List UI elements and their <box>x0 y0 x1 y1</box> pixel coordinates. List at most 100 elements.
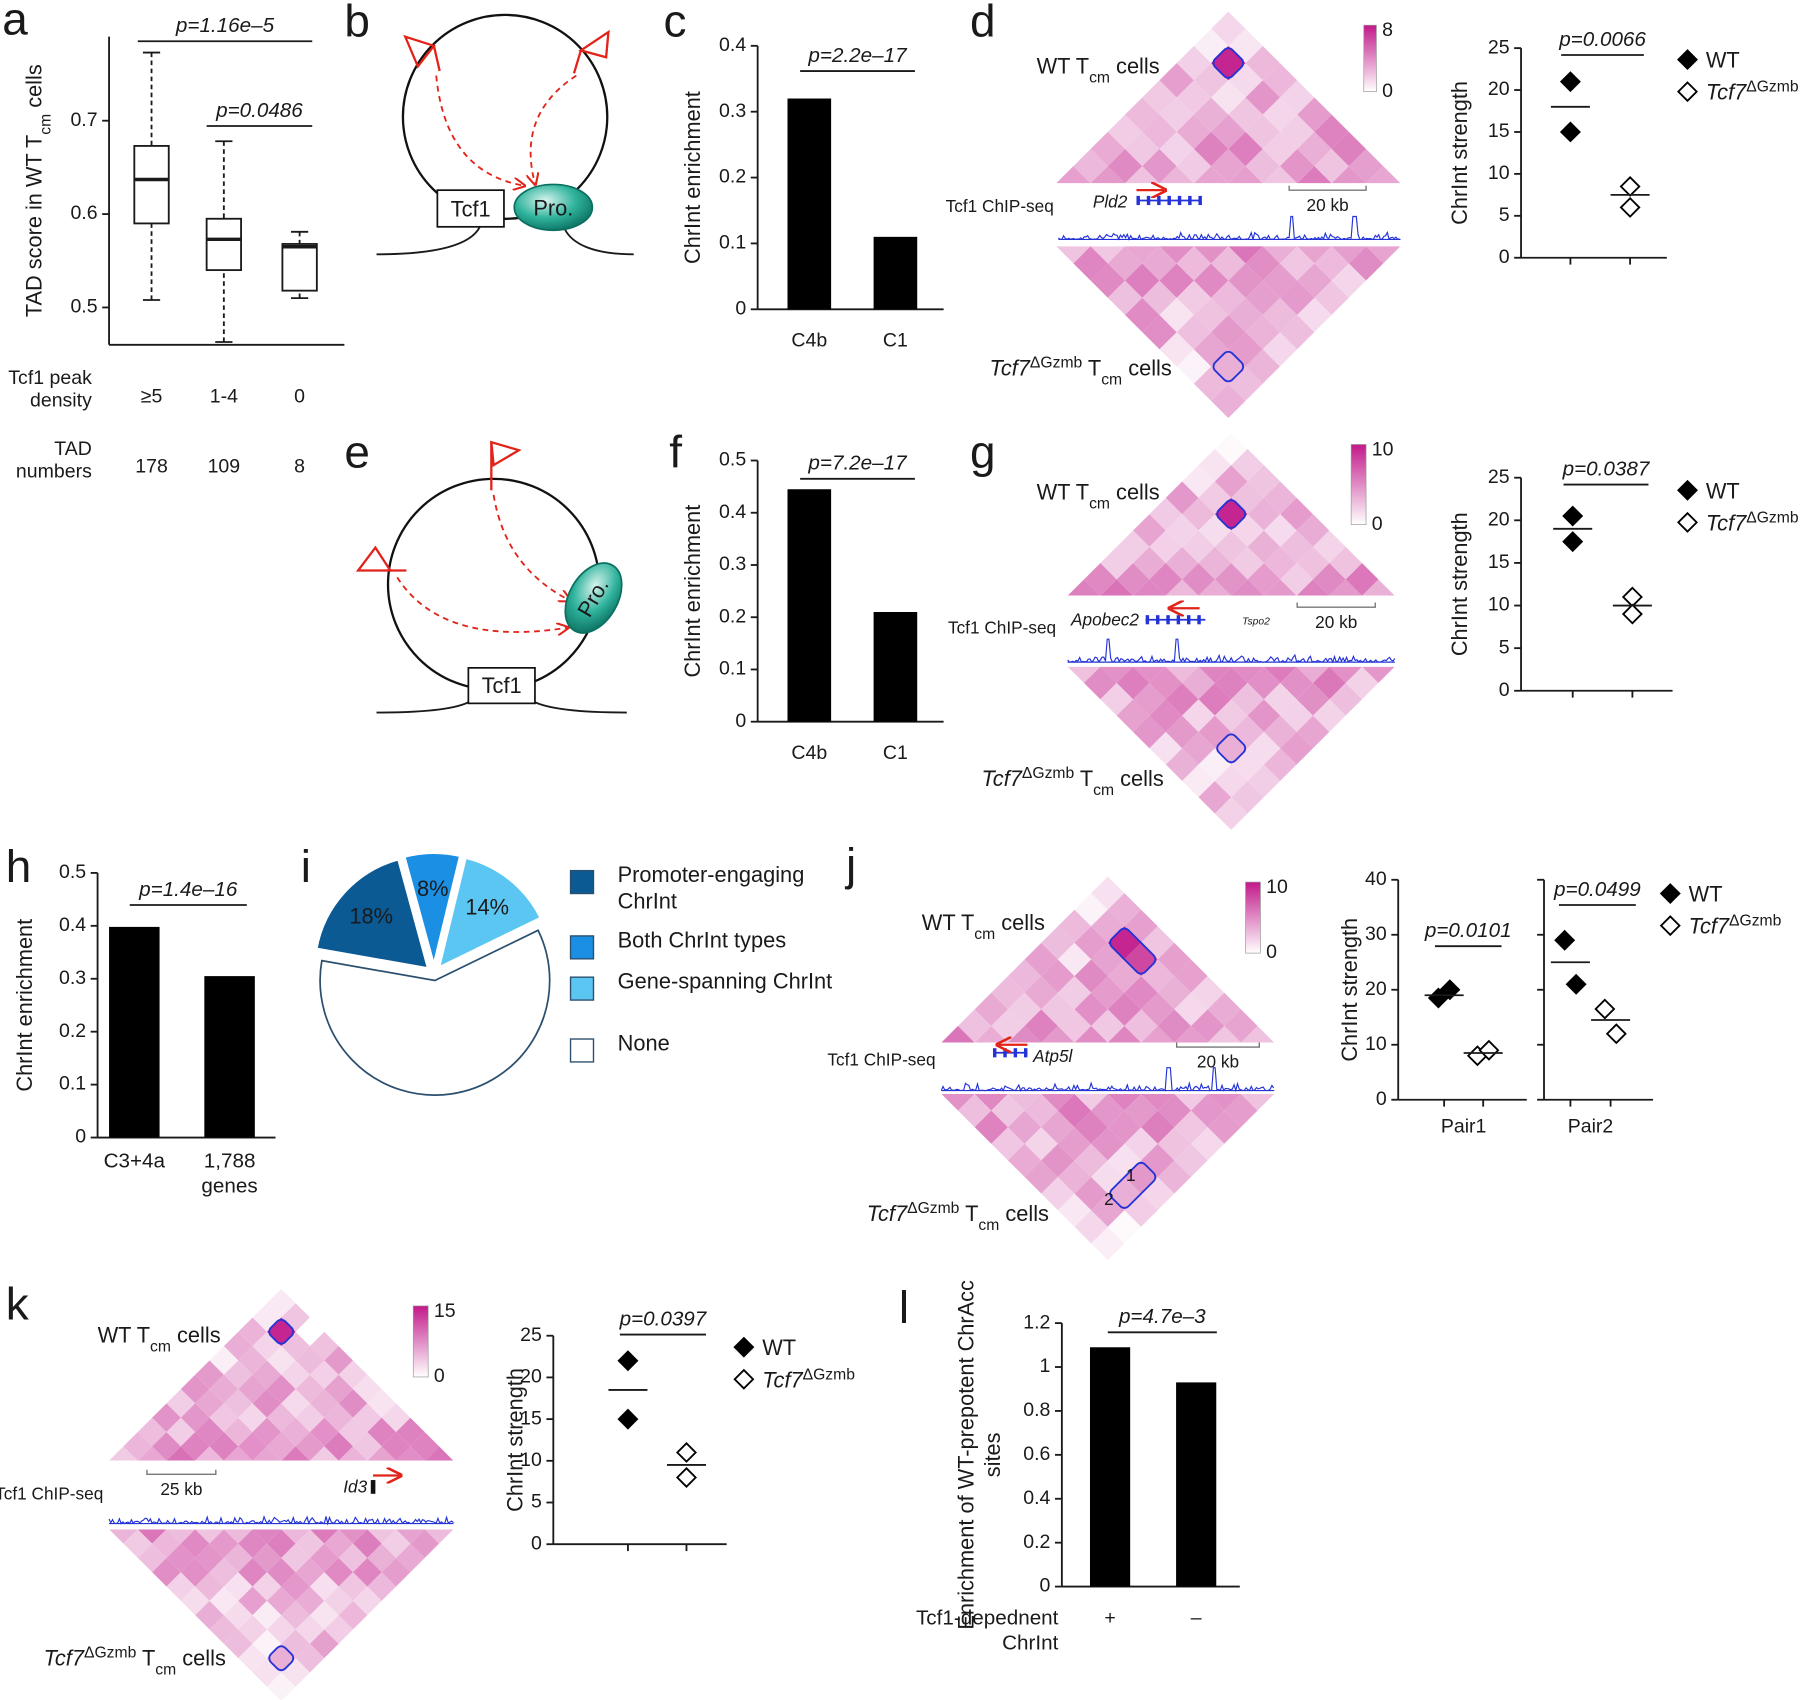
y-tick-label: 0.5 <box>59 861 86 883</box>
box <box>205 217 242 272</box>
row-label: Tcf1-depednent ChrInt <box>915 1606 1059 1654</box>
map-label-part: cm <box>978 1217 999 1234</box>
y-tick-label: 10 <box>1365 1033 1387 1055</box>
data-point <box>1621 586 1643 608</box>
legend-swatch <box>569 935 595 960</box>
contact-cell <box>991 1127 1025 1161</box>
y-tick-label: 0.5 <box>70 296 97 318</box>
y-tick-label: 10 <box>1488 594 1510 616</box>
highlight-box <box>1109 927 1157 975</box>
x-tick-label: C4b <box>791 330 827 352</box>
map-label-part: T <box>1074 766 1093 791</box>
box-label: Tcf1 <box>451 197 491 222</box>
box <box>281 243 318 292</box>
contact-cell <box>1107 280 1143 316</box>
bar <box>1176 1382 1217 1587</box>
y-tick-label: 20 <box>1488 508 1510 530</box>
chip-track <box>1067 638 1396 664</box>
legend-label-part: ΔGzmb <box>1729 912 1782 929</box>
legend-label-frame: Promoter-engaging ChrInt <box>618 864 805 914</box>
contact-cell <box>1280 530 1313 564</box>
y-axis-label: ChrInt strength <box>502 1368 527 1512</box>
box <box>133 144 170 225</box>
contact-cell <box>1262 63 1298 98</box>
tcf1-box <box>436 189 505 228</box>
exon <box>1003 1048 1007 1058</box>
contact-cell <box>1174 1110 1208 1144</box>
x-tick-label: C3+4a <box>103 1148 166 1172</box>
contact-cell <box>1007 1143 1042 1178</box>
contact-map <box>941 876 1275 1043</box>
colorbar-min: 0 <box>1266 941 1277 963</box>
data-point <box>1619 196 1641 218</box>
y-tick-label: 0 <box>1040 1575 1051 1597</box>
legend-label-part: WT <box>1706 48 1740 73</box>
y-tick-label: 0.2 <box>1023 1531 1050 1553</box>
diagram-b: b Tcf1 Pro. <box>344 0 634 256</box>
y-tick-label: 15 <box>520 1407 542 1429</box>
y-axis-label: TAD score in WT Tcm cells <box>21 64 54 317</box>
contact-cell <box>1157 1127 1192 1161</box>
exon <box>1013 1048 1018 1058</box>
map-label-part: cells <box>1114 766 1164 791</box>
y-tick-label: 0.2 <box>719 605 746 627</box>
box-label: Tcf1 <box>482 673 522 698</box>
contact-cell <box>1091 876 1125 910</box>
gene-label: Id3 <box>343 1477 367 1497</box>
contact-cell <box>1214 797 1248 830</box>
track-label: Tcf1 ChIP-seq <box>947 618 1057 639</box>
colorbar-max: 10 <box>1372 438 1394 460</box>
contact-cell <box>123 1529 153 1558</box>
exon <box>1166 615 1170 625</box>
contact-cell <box>1214 563 1248 596</box>
exon <box>1023 1048 1028 1058</box>
highlight-box <box>268 1318 295 1345</box>
x-tick-label: C1 <box>883 742 908 764</box>
y-tick-label: 0.4 <box>1023 1487 1050 1509</box>
contact-cell <box>1312 563 1346 596</box>
chromatin <box>376 700 472 714</box>
map-label: Tcf7ΔGzmb Tcm cells <box>867 1200 1049 1234</box>
highlight-box <box>1109 1161 1157 1209</box>
y-tick-label: 0.7 <box>70 109 97 131</box>
scale-bar <box>146 1469 217 1476</box>
y-axis-label-part: cm <box>37 114 54 135</box>
data-point <box>1605 1023 1627 1045</box>
map-label-part: T <box>1082 356 1101 381</box>
colorbar-min: 0 <box>1382 80 1393 102</box>
contact-cell <box>1141 1110 1175 1144</box>
contact-cell <box>1211 383 1246 419</box>
y-tick-label: 1.2 <box>1023 1311 1050 1333</box>
contact-cell <box>1211 11 1246 46</box>
map-label-part: cm <box>974 926 995 943</box>
y-tick-label: 0 <box>1376 1088 1387 1110</box>
y-tick-label: 0.3 <box>719 100 746 122</box>
map-label: Tcf7ΔGzmb Tcm cells <box>982 764 1164 798</box>
scale-bar-label: 20 kb <box>1307 195 1349 215</box>
p-value: p=1.16e–5 <box>175 14 275 37</box>
map-label-part: WT T <box>1037 479 1089 504</box>
y-tick-label: 5 <box>1499 204 1510 226</box>
panel-letter: k <box>6 1278 29 1330</box>
map-label-part: cells <box>1110 479 1160 504</box>
map-label-part: cells <box>1110 53 1160 78</box>
legend-label-part: WT <box>1689 882 1723 907</box>
panel-letter: e <box>344 425 370 477</box>
y-tick-label: 15 <box>1488 551 1510 573</box>
pie-slice <box>319 929 551 1096</box>
promoter <box>513 183 594 232</box>
contact-cell <box>1091 976 1125 1010</box>
y-tick-label: 0.8 <box>1023 1399 1050 1421</box>
colorbar <box>1350 444 1367 526</box>
row-label-frame: TAD numbers <box>16 438 92 483</box>
legend-label-part: ΔGzmb <box>803 1366 856 1383</box>
contact-cell <box>1191 1127 1225 1161</box>
legend-label-frame: None <box>618 1032 670 1056</box>
legend-swatch <box>569 869 595 895</box>
contact-cell <box>1312 530 1346 564</box>
contact-cell <box>1124 976 1158 1010</box>
y-tick-label: 25 <box>520 1324 542 1346</box>
map-label-part: cells <box>176 1646 226 1671</box>
chip-track <box>1058 215 1400 241</box>
contact-cell <box>1091 1226 1125 1261</box>
